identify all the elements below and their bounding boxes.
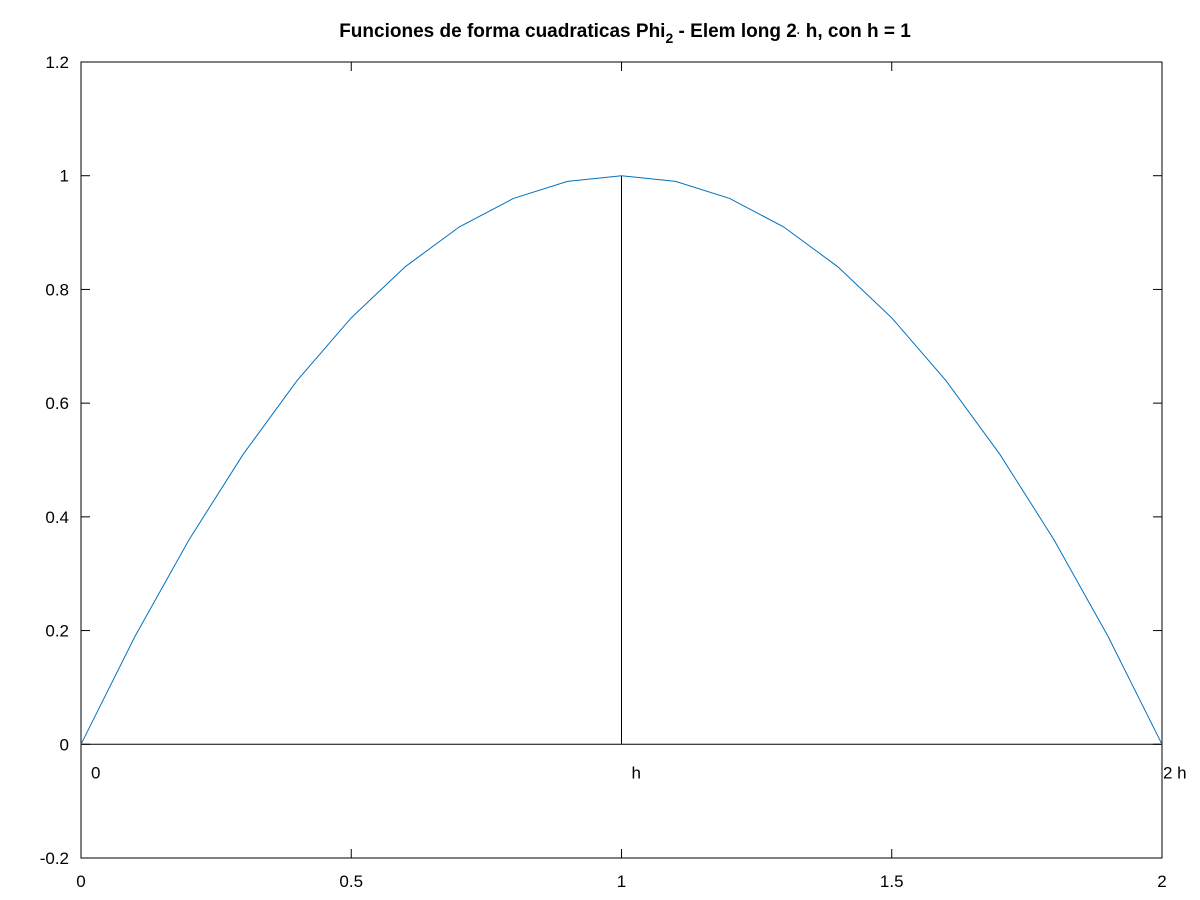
x-tick-label: 1.5 xyxy=(880,872,904,891)
y-tick-label: 1.2 xyxy=(45,53,69,72)
annotations: 0 h 2 h xyxy=(91,764,1187,783)
y-tick-label: -0.2 xyxy=(40,849,69,868)
chart-title-dot: · xyxy=(797,28,801,40)
y-tick-label: 0 xyxy=(60,735,69,754)
y-tick-label: 0.4 xyxy=(45,508,69,527)
y-tick-label: 1 xyxy=(60,167,69,186)
series-line xyxy=(80,175,1163,745)
annotation-label: h xyxy=(632,764,641,783)
reference-lines xyxy=(81,175,1162,745)
chart-title: Funciones de forma cuadraticas Phi2 - El… xyxy=(339,21,911,46)
x-tick-label: 0.5 xyxy=(339,872,363,891)
annotation-label: 2 h xyxy=(1163,764,1187,783)
x-tick-label: 1 xyxy=(617,872,626,891)
axis-tick-labels: 0 0.5 1 1.5 2 -0.2 0 0.2 0.4 0.6 0.8 1 1.2 xyxy=(40,53,1167,891)
chart-title-tail: h, con h = 1 xyxy=(800,21,911,42)
x-tick-label: 0 xyxy=(76,872,85,891)
series-group xyxy=(80,175,1163,745)
y-tick-label: 0.2 xyxy=(45,622,69,641)
annotation-label: 0 xyxy=(91,764,100,783)
chart-title-subscript: 2 xyxy=(665,30,673,46)
y-tick-label: 0.6 xyxy=(45,394,69,413)
y-tick-label: 0.8 xyxy=(45,280,69,299)
x-tick-label: 2 xyxy=(1157,872,1166,891)
chart-title-rest: - Elem long 2 xyxy=(673,21,797,42)
chart-title-main: Funciones de forma cuadraticas Phi xyxy=(339,21,665,42)
